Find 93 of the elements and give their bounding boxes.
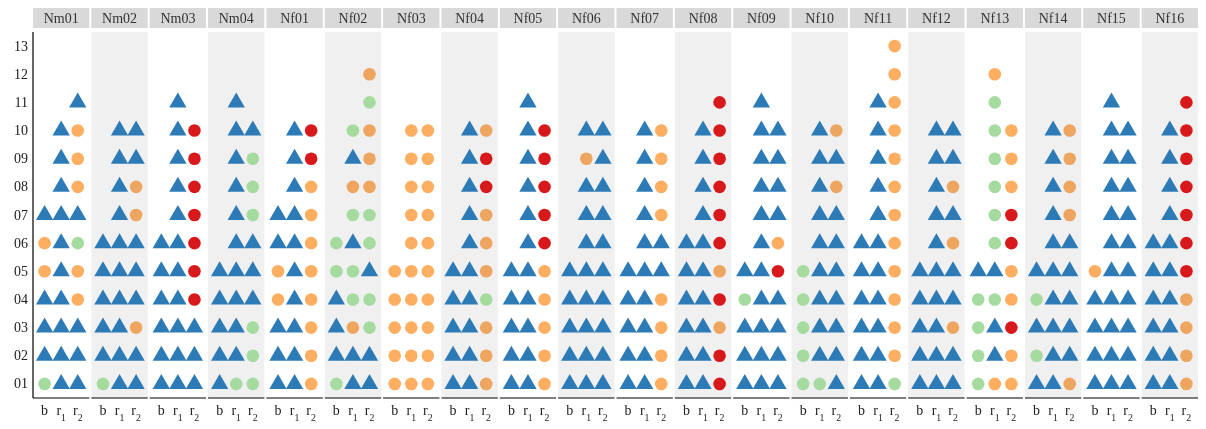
chart-title: Nm02 xyxy=(102,11,138,26)
x-tick-label: b xyxy=(1149,403,1157,418)
x-tick-label: r$_{2}$ xyxy=(1181,403,1192,423)
x-tick-label: b xyxy=(916,403,924,418)
x-tick-label: r$_{1}$ xyxy=(873,403,883,423)
x-tick-label: r$_{1}$ xyxy=(1165,403,1175,423)
x-tick-label: r$_{1}$ xyxy=(114,403,125,423)
x-tick-label: r$_{1}$ xyxy=(814,403,825,423)
x-tick-label: r$_{2}$ xyxy=(481,403,492,423)
chart-title: Nf06 xyxy=(571,11,601,26)
x-tick-label: b xyxy=(449,403,457,418)
x-tick-label: b xyxy=(507,403,515,418)
chart-title: Nf16 xyxy=(1155,11,1185,26)
x-tick-label: b xyxy=(974,403,982,418)
y-tick-label: 13 xyxy=(14,38,28,54)
x-tick-label: r$_{1}$ xyxy=(56,403,67,423)
chart-title: Nm01 xyxy=(43,11,79,26)
chart-title: Nf05 xyxy=(513,11,543,26)
x-tick-label: r$_{1}$ xyxy=(698,403,708,423)
x-tick-label: b xyxy=(332,403,340,418)
chart-title: Nf13 xyxy=(980,11,1010,26)
y-tick-label: 08 xyxy=(14,179,28,195)
x-tick-label: r$_{2}$ xyxy=(948,403,958,423)
y-tick-label: 10 xyxy=(14,123,28,139)
x-tick-label: r$_{1}$ xyxy=(756,403,767,423)
x-tick-label: r$_{2}$ xyxy=(131,403,141,423)
x-tick-label: b xyxy=(216,403,224,418)
x-tick-label: r$_{1}$ xyxy=(173,403,183,423)
y-tick-label: 03 xyxy=(14,320,28,336)
chart-title: Nf12 xyxy=(922,11,951,26)
chart-title: Nm03 xyxy=(160,11,196,26)
y-tick-label: 11 xyxy=(14,94,28,110)
x-tick-label: b xyxy=(41,403,49,418)
chart-title: Nf11 xyxy=(863,11,893,26)
x-tick-label: r$_{1}$ xyxy=(348,403,358,423)
x-tick-label: r$_{1}$ xyxy=(931,403,942,423)
x-tick-label: b xyxy=(391,403,399,418)
x-tick-label: r$_{2}$ xyxy=(598,403,608,423)
y-tick-label: 06 xyxy=(14,235,28,251)
x-tick-label: b xyxy=(1033,403,1041,418)
x-tick-label: r$_{2}$ xyxy=(714,403,725,423)
x-tick-label: r$_{2}$ xyxy=(539,403,550,423)
y-tick-label: 12 xyxy=(14,66,28,82)
x-tick-label: r$_{2}$ xyxy=(1123,403,1133,423)
chart-title: Nf02 xyxy=(338,11,368,26)
x-tick-label: b xyxy=(566,403,574,418)
x-tick-label: b xyxy=(274,403,282,418)
x-tick-label: r$_{1}$ xyxy=(289,403,300,423)
x-tick-label: r$_{2}$ xyxy=(364,403,375,423)
y-tick-label: 02 xyxy=(14,348,28,364)
y-tick-label: 05 xyxy=(14,263,28,279)
chart-title: Nf07 xyxy=(630,11,660,26)
x-tick-label: r$_{2}$ xyxy=(72,403,83,423)
chart-title: Nf08 xyxy=(688,11,718,26)
x-tick-label: r$_{1}$ xyxy=(464,403,475,423)
x-tick-label: r$_{1}$ xyxy=(406,403,417,423)
chart-title: Nf10 xyxy=(805,11,835,26)
y-tick-label: 09 xyxy=(14,151,28,167)
x-tick-label: b xyxy=(157,403,165,418)
x-tick-label: r$_{1}$ xyxy=(989,403,1000,423)
x-tick-label: r$_{2}$ xyxy=(889,403,900,423)
x-tick-label: r$_{2}$ xyxy=(656,403,667,423)
x-tick-label: r$_{2}$ xyxy=(423,403,433,423)
x-tick-label: b xyxy=(99,403,107,418)
chart-title: Nf14 xyxy=(1038,11,1068,26)
x-tick-label: b xyxy=(624,403,632,418)
x-tick-label: r$_{1}$ xyxy=(1106,403,1117,423)
x-tick-label: r$_{2}$ xyxy=(1064,403,1075,423)
x-tick-label: r$_{1}$ xyxy=(523,403,533,423)
chart-title: Nf04 xyxy=(455,11,485,26)
x-tick-label: b xyxy=(1091,403,1099,418)
y-tick-label: 04 xyxy=(14,291,28,307)
y-tick-label: 01 xyxy=(14,376,28,392)
chart-title: Nf03 xyxy=(396,11,426,26)
x-tick-label: r$_{2}$ xyxy=(189,403,200,423)
y-tick-label: 07 xyxy=(14,207,28,223)
x-tick-label: b xyxy=(858,403,865,418)
x-tick-label: r$_{2}$ xyxy=(248,403,258,423)
x-tick-label: r$_{1}$ xyxy=(581,403,592,423)
x-tick-label: r$_{1}$ xyxy=(1048,403,1059,423)
chart-title: Nm04 xyxy=(218,11,254,26)
chart-title: Nf01 xyxy=(280,11,309,26)
x-tick-label: r$_{1}$ xyxy=(231,403,242,423)
x-tick-label: b xyxy=(741,403,749,418)
x-tick-label: r$_{1}$ xyxy=(639,403,650,423)
chart-title: Nf15 xyxy=(1097,11,1126,26)
x-tick-label: r$_{2}$ xyxy=(773,403,783,423)
chart-title: Nf09 xyxy=(746,11,776,26)
x-tick-label: r$_{2}$ xyxy=(1006,403,1017,423)
x-tick-label: b xyxy=(799,403,807,418)
x-tick-label: r$_{2}$ xyxy=(831,403,842,423)
x-tick-label: b xyxy=(682,403,690,418)
x-tick-label: r$_{2}$ xyxy=(306,403,317,423)
